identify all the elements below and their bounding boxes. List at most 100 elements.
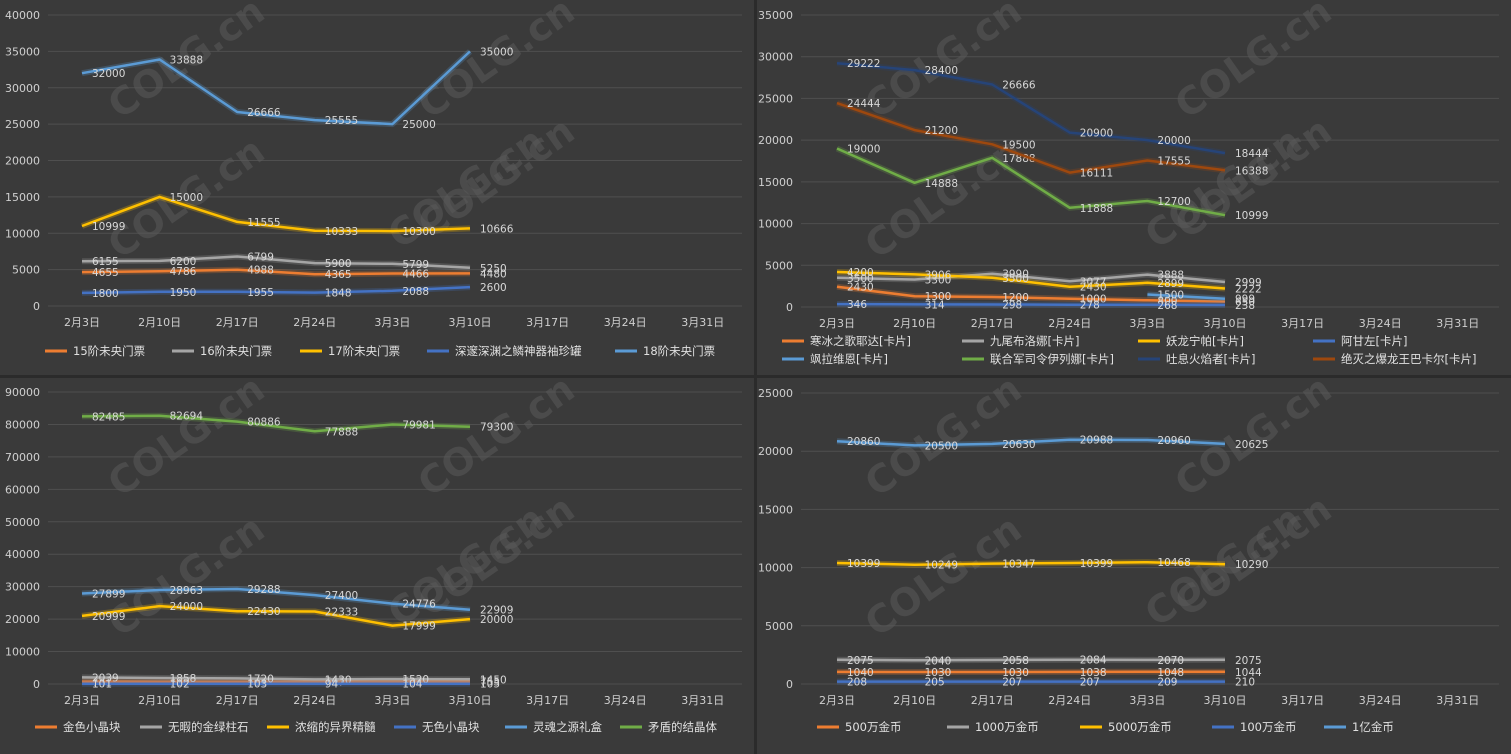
data-label: 268 [1157, 300, 1177, 312]
data-label: 22430 [247, 606, 280, 618]
data-label: 1030 [925, 667, 952, 679]
data-label: 10999 [1235, 210, 1268, 222]
series-line [836, 560, 1226, 566]
data-label: 27400 [325, 590, 358, 602]
data-label: 2088 [402, 286, 429, 298]
legend-label: 九尾布洛娜[卡片] [990, 334, 1079, 348]
series-line [81, 195, 471, 233]
x-tick-label: 3月10日 [449, 316, 492, 329]
x-tick-label: 2月17日 [216, 316, 259, 329]
data-label: 10300 [402, 226, 435, 238]
y-tick-label: 5000 [765, 620, 793, 633]
legend-label: 寒冰之歌耶达[卡片] [810, 334, 911, 348]
x-tick-label: 2月3日 [64, 694, 100, 707]
data-label: 5250 [480, 263, 507, 275]
x-tick-label: 3月17日 [1281, 694, 1324, 707]
legend-label: 吐息火焰者[卡片] [1166, 352, 1255, 366]
data-label: 2058 [1002, 655, 1029, 667]
series-line [81, 676, 471, 681]
data-label: 26666 [247, 107, 281, 119]
y-tick-label: 30000 [5, 581, 40, 594]
data-label: 25000 [402, 119, 435, 131]
data-label: 10290 [1235, 559, 1268, 571]
data-label: 3888 [1157, 270, 1184, 282]
data-label: 10399 [1080, 558, 1113, 570]
data-label: 105 [480, 679, 500, 691]
series-line [81, 587, 471, 611]
data-label: 20630 [1002, 439, 1035, 451]
data-label: 2040 [925, 655, 952, 667]
legend-label: 18阶未央门票 [643, 344, 715, 358]
data-label: 10347 [1002, 559, 1035, 571]
legend-label: 深邃深渊之鳞神器袖珍罐 [455, 344, 582, 358]
data-label: 2430 [1080, 282, 1107, 294]
data-label: 1858 [170, 673, 197, 685]
data-label: 3300 [925, 274, 952, 286]
watermark: COLG.cn [380, 496, 552, 635]
data-label: 3500 [847, 273, 874, 285]
data-label: 2430 [847, 282, 874, 294]
watermark: COLG.cn [857, 506, 1029, 645]
data-label: 4480 [480, 268, 507, 280]
series-line [836, 147, 1226, 217]
y-tick-label: 25000 [5, 118, 40, 131]
x-tick-label: 2月3日 [819, 694, 855, 707]
series-line [836, 438, 1226, 447]
data-label: 20000 [480, 614, 513, 626]
data-label: 4655 [92, 267, 119, 279]
series-line [836, 658, 1226, 662]
data-label: 1950 [170, 287, 197, 299]
legend-label: 5000万金币 [1108, 720, 1172, 734]
series-line [81, 268, 471, 276]
series-line [81, 285, 471, 295]
data-label: 2039 [92, 672, 119, 684]
y-tick-label: 20000 [758, 134, 793, 147]
series-line [836, 285, 1226, 303]
y-tick-label: 60000 [5, 483, 40, 496]
data-label: 18444 [1235, 148, 1269, 160]
data-label: 3906 [925, 269, 952, 281]
data-label: 1000 [1080, 294, 1107, 306]
x-tick-label: 3月17日 [526, 316, 569, 329]
y-tick-label: 25000 [758, 387, 793, 400]
data-label: 82485 [92, 411, 125, 423]
data-label: 94 [325, 679, 339, 691]
data-label: 1048 [1157, 667, 1184, 679]
y-tick-label: 20000 [5, 613, 40, 626]
x-tick-label: 2月3日 [64, 316, 100, 329]
chart-4-svg: 0 5000 10000 15000 20000 25000 2月3日 2月10日 2月17日 2… [758, 378, 1499, 734]
data-label: 1200 [1002, 292, 1029, 304]
y-tick-label: 10000 [5, 646, 40, 659]
data-label: 207 [1080, 677, 1100, 689]
data-label: 1955 [247, 287, 274, 299]
x-tick-label: 3月17日 [526, 694, 569, 707]
data-label: 20900 [1080, 128, 1113, 140]
series-line [836, 101, 1226, 174]
data-label: 29288 [247, 584, 280, 596]
x-tick-label: 3月24日 [604, 694, 647, 707]
x-tick-label: 3月31日 [1436, 317, 1479, 330]
chart-1-svg: 0 5000 10000 15000 20000 25000 30000 35000 40000… [5, 0, 742, 358]
data-label: 650 [1235, 297, 1255, 309]
data-label: 1030 [1002, 667, 1029, 679]
data-label: 208 [847, 677, 867, 689]
data-label: 10249 [925, 560, 958, 572]
data-label: 209 [1157, 677, 1177, 689]
chart-panel-3: 0 10000 20000 30000 40000 50000 60000 70000 8000… [0, 378, 754, 754]
y-tick-label: 15000 [758, 176, 793, 189]
data-label: 32000 [92, 68, 125, 80]
legend-label: 矛盾的结晶体 [648, 720, 717, 734]
data-label: 12700 [1157, 196, 1190, 208]
data-label: 19500 [1002, 139, 1035, 151]
legend-label: 灵魂之源礼盒 [533, 720, 602, 734]
data-label: 10468 [1157, 557, 1190, 569]
y-tick-label: 10000 [758, 218, 793, 231]
y-tick-label: 90000 [5, 386, 40, 399]
data-label: 25555 [325, 115, 358, 127]
series-line [81, 414, 471, 433]
data-label: 79981 [402, 420, 435, 432]
data-label: 28400 [925, 65, 958, 77]
data-label: 4988 [247, 265, 274, 277]
y-tick-label: 15000 [758, 503, 793, 516]
data-label: 24000 [170, 601, 203, 613]
